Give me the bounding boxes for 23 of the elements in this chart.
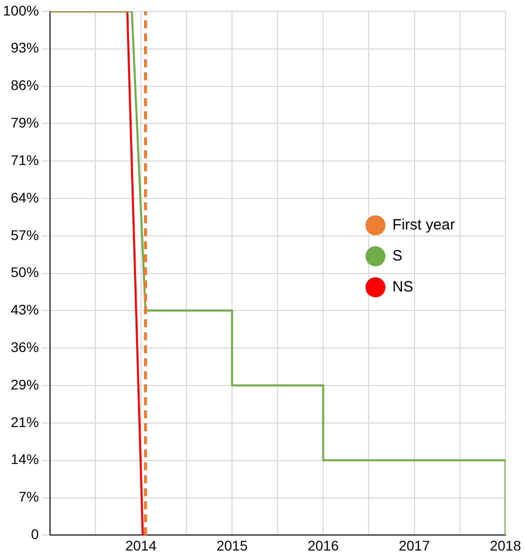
y-tick-label: 100% [2,2,39,18]
y-tick-label: 86% [10,77,39,94]
y-tick-label: 57% [10,226,39,243]
x-tick-label: 2016 [308,537,339,554]
y-tick-label: 0 [31,526,40,542]
legend-label: NS [392,278,414,296]
y-tick-label: 7% [18,488,39,505]
legend-label: First year [392,216,455,234]
x-tick-label: 2017 [398,537,430,554]
x-tick-label: 2018 [490,537,522,554]
y-tick-label: 50% [10,264,39,280]
legend-label: S [392,247,402,264]
y-tick-label: 79% [10,114,39,131]
y-tick-label: 64% [10,189,39,206]
x-tick-label: 2015 [216,537,248,554]
x-tick-label: 2014 [125,537,157,554]
y-tick-label: 93% [10,40,39,56]
y-tick-label: 29% [10,376,39,392]
y-tick-label: 36% [10,339,39,356]
y-tick-label: 21% [10,414,39,430]
y-tick-label: 14% [10,451,39,468]
y-tick-label: 43% [10,302,39,318]
y-tick-label: 71% [10,152,39,168]
